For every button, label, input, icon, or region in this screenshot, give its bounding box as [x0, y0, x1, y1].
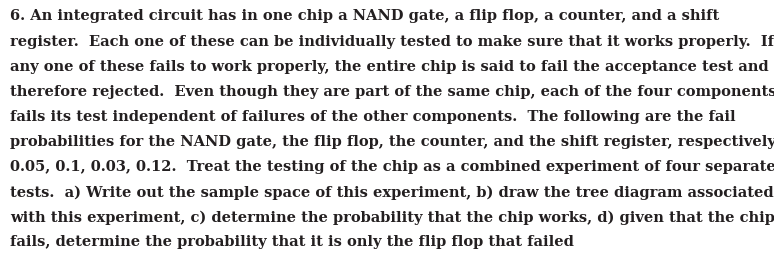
Text: with this experiment, c) determine the probability that the chip works, d) given: with this experiment, c) determine the p…: [10, 210, 774, 225]
Text: 0.05, 0.1, 0.03, 0.12.  Treat the testing of the chip as a combined experiment o: 0.05, 0.1, 0.03, 0.12. Treat the testing…: [10, 160, 774, 174]
Text: therefore rejected.  Even though they are part of the same chip, each of the fou: therefore rejected. Even though they are…: [10, 85, 774, 99]
Text: tests.  a) Write out the sample space of this experiment, b) draw the tree diagr: tests. a) Write out the sample space of …: [10, 185, 774, 200]
Text: 6. An integrated circuit has in one chip a NAND gate, a flip flop, a counter, an: 6. An integrated circuit has in one chip…: [10, 9, 719, 23]
Text: fails its test independent of failures of the other components.  The following a: fails its test independent of failures o…: [10, 110, 735, 124]
Text: register.  Each one of these can be individually tested to make sure that it wor: register. Each one of these can be indiv…: [10, 35, 774, 49]
Text: any one of these fails to work properly, the entire chip is said to fail the acc: any one of these fails to work properly,…: [10, 60, 774, 74]
Text: probabilities for the NAND gate, the flip flop, the counter, and the shift regis: probabilities for the NAND gate, the fli…: [10, 135, 774, 149]
Text: fails, determine the probability that it is only the flip flop that failed: fails, determine the probability that it…: [10, 235, 574, 249]
